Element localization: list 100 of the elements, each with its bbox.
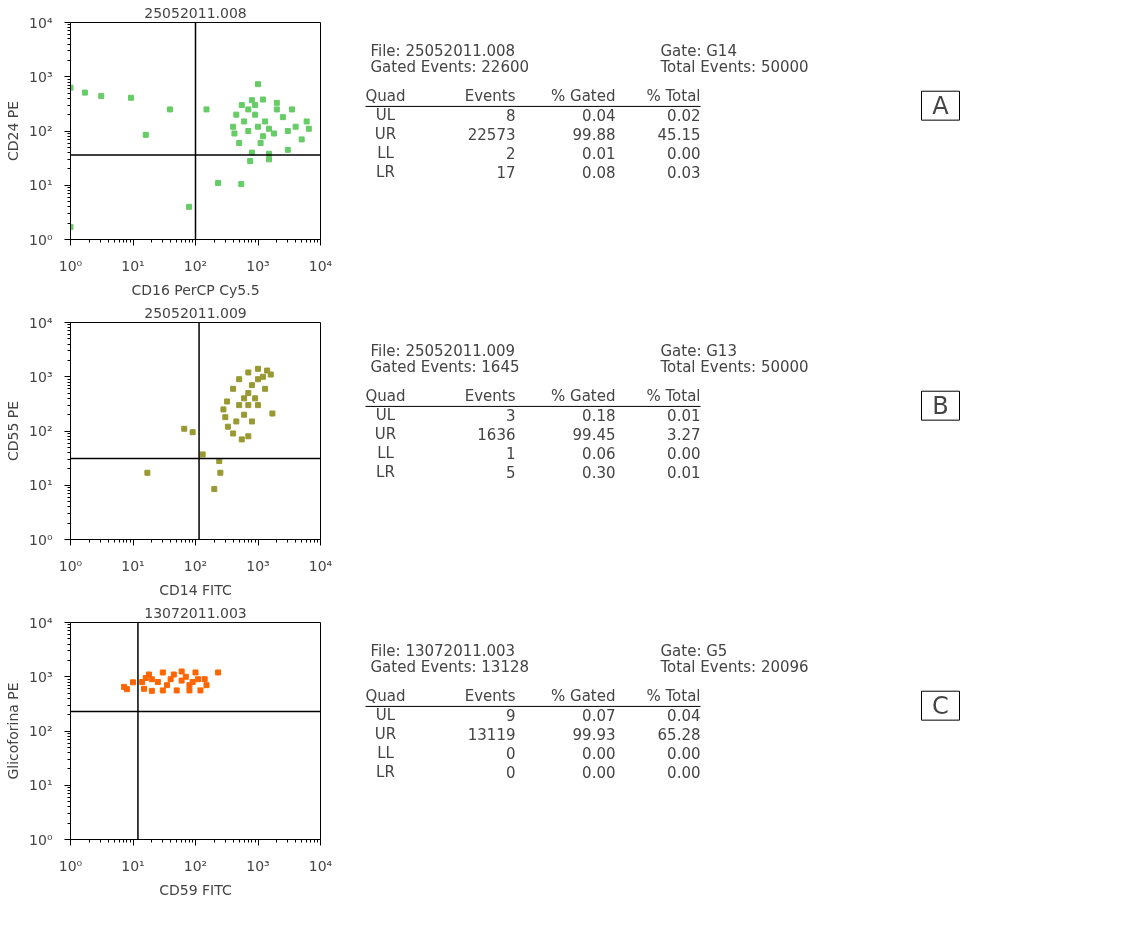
chart-title: 13072011.003 xyxy=(144,604,247,621)
y-tick-label: 10³ xyxy=(29,68,53,85)
y-tick-label: 10⁰ xyxy=(29,531,53,548)
y-tick-label: 10³ xyxy=(29,368,53,385)
text: 9 xyxy=(505,707,516,726)
text: UR xyxy=(374,124,397,143)
text: 99.93 xyxy=(572,725,616,744)
text: 3 xyxy=(505,407,516,426)
x-tick-label: 10³ xyxy=(246,257,270,274)
text: 5 xyxy=(505,463,516,482)
text: Quad xyxy=(365,687,406,706)
text: 0.30 xyxy=(582,463,616,482)
text: Gate: G5 xyxy=(660,642,728,661)
text: B xyxy=(932,391,949,420)
text: 65.28 xyxy=(657,725,701,744)
y-axis-title: CD55 PE xyxy=(5,400,22,462)
text: Gated Events: 22600 xyxy=(370,58,530,77)
x-tick-label: 10² xyxy=(183,257,208,274)
text: Gate: G14 xyxy=(660,42,737,61)
text: 99.45 xyxy=(572,425,616,444)
y-tick-label: 10⁰ xyxy=(29,831,53,848)
text: Events xyxy=(464,87,516,106)
text: C xyxy=(932,691,949,720)
text: UL xyxy=(375,106,396,125)
text: Quad xyxy=(365,387,406,406)
text: Events xyxy=(464,687,516,706)
text: 0.07 xyxy=(582,707,616,726)
text: LR xyxy=(376,762,395,781)
y-tick-label: 10² xyxy=(29,123,53,139)
text: UL xyxy=(375,406,396,425)
y-tick-label: 10¹ xyxy=(29,777,53,794)
text: A xyxy=(932,91,950,120)
text: 1 xyxy=(505,444,516,463)
text: 0.18 xyxy=(582,407,616,426)
text: 45.15 xyxy=(657,125,701,144)
text: Gated Events: 13128 xyxy=(370,658,530,677)
text: 0.08 xyxy=(582,163,616,182)
y-tick-label: 10³ xyxy=(29,668,53,685)
text: % Gated xyxy=(551,87,616,106)
y-tick-label: 10¹ xyxy=(29,177,53,194)
x-tick-label: 10⁴ xyxy=(308,257,333,274)
text: 0.01 xyxy=(667,407,701,426)
text: File: 13072011.003 xyxy=(370,642,516,661)
text: File: 25052011.008 xyxy=(370,42,516,61)
chart-title: 25052011.008 xyxy=(144,4,247,21)
y-tick-label: 10² xyxy=(29,423,53,439)
text: 2 xyxy=(505,144,516,163)
text: 0.00 xyxy=(667,444,701,463)
text: 0.00 xyxy=(582,763,616,782)
text: 99.88 xyxy=(572,125,616,144)
y-tick-label: 10⁴ xyxy=(29,314,53,331)
text: UR xyxy=(374,424,397,443)
text: % Gated xyxy=(551,387,616,406)
text: % Total xyxy=(646,87,701,106)
text: 17 xyxy=(496,163,516,182)
text: File: 25052011.009 xyxy=(370,342,516,361)
text: 0.04 xyxy=(667,707,701,726)
text: 8 xyxy=(505,107,516,126)
x-tick-label: 10⁴ xyxy=(308,557,333,574)
x-axis-title: CD59 FITC xyxy=(159,881,232,898)
x-tick-label: 10⁰ xyxy=(58,557,83,574)
y-tick-label: 10¹ xyxy=(29,477,53,494)
x-axis-title: CD16 PerCP Cy5.5 xyxy=(131,281,260,298)
text: 0.00 xyxy=(667,144,701,163)
text: 0.03 xyxy=(667,163,701,182)
y-axis-title: Glicoforina PE xyxy=(5,682,22,780)
text: Total Events: 50000 xyxy=(659,58,809,77)
text: 0.04 xyxy=(582,107,616,126)
chart-title: 25052011.009 xyxy=(144,304,247,321)
text: 0.06 xyxy=(582,444,616,463)
x-tick-label: 10² xyxy=(183,857,208,874)
text: 0 xyxy=(505,763,516,782)
text: LR xyxy=(376,462,395,481)
y-tick-label: 10⁴ xyxy=(29,614,53,631)
text: 3.27 xyxy=(667,425,701,444)
text: UL xyxy=(375,706,396,725)
text: 1636 xyxy=(477,425,516,444)
y-tick-label: 10⁰ xyxy=(29,231,53,248)
text: LL xyxy=(377,143,395,162)
text: Gated Events: 1645 xyxy=(370,358,520,377)
text: 22573 xyxy=(467,125,516,144)
x-tick-label: 10² xyxy=(183,557,208,574)
x-tick-label: 10³ xyxy=(246,857,270,874)
text: Quad xyxy=(365,87,406,106)
text: 0.00 xyxy=(582,744,616,763)
text: 0 xyxy=(505,744,516,763)
x-tick-label: 10¹ xyxy=(121,257,145,274)
text: 0.01 xyxy=(582,144,616,163)
text: UR xyxy=(374,724,397,743)
text: 0.02 xyxy=(667,107,701,126)
text: LL xyxy=(377,443,395,462)
text: Events xyxy=(464,387,516,406)
text: % Gated xyxy=(551,687,616,706)
text: LL xyxy=(377,743,395,762)
text: Total Events: 20096 xyxy=(659,658,809,677)
y-tick-label: 10⁴ xyxy=(29,14,53,31)
y-axis-title: CD24 PE xyxy=(5,100,22,162)
y-tick-label: 10² xyxy=(29,723,53,739)
x-tick-label: 10¹ xyxy=(121,557,145,574)
x-tick-label: 10⁴ xyxy=(308,857,333,874)
